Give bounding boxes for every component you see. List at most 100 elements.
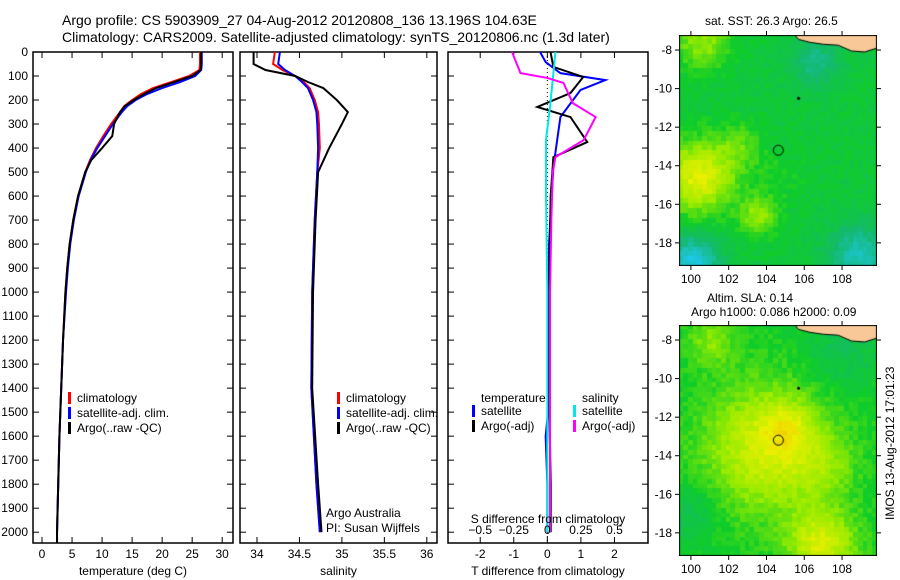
x-tick-label: -1 — [508, 547, 519, 561]
legend-label: satellite — [582, 404, 623, 418]
lat-tick-label: -18 — [655, 526, 673, 540]
series-temperature-satellite — [539, 52, 610, 533]
legend-label: Argo(-adj) — [481, 419, 534, 433]
y-tick-label: 100 — [8, 69, 28, 83]
s-tick-label: −0.25 — [499, 523, 530, 537]
y-tick-label: 800 — [8, 237, 28, 251]
lat-tick-label: -16 — [655, 197, 673, 211]
legend-label: satellite — [481, 404, 522, 418]
s-tick-label: 0 — [544, 523, 551, 537]
pi-annotation: PI: Susan Wijffels — [326, 521, 420, 535]
x-tick-label: 35.5 — [373, 547, 397, 561]
lat-tick-label: -12 — [655, 120, 673, 134]
legend-swatch — [68, 392, 71, 404]
x-tick-label: 15 — [125, 547, 139, 561]
x-tick-label: 30 — [216, 547, 230, 561]
y-tick-label: 1900 — [1, 501, 28, 515]
y-tick-label: 1800 — [1, 477, 28, 491]
lat-tick-label: -12 — [655, 410, 673, 424]
plot-frame — [239, 51, 438, 544]
series-climatology — [56, 52, 201, 543]
legend-swatch — [68, 422, 71, 434]
series-argo-raw-qc- — [56, 52, 203, 543]
lat-tick-label: -18 — [655, 236, 673, 250]
panel-temperature — [32, 51, 234, 544]
x-tick-label: 0 — [544, 547, 551, 561]
pi-annotation: Argo Australia — [326, 506, 401, 520]
y-tick-label: 900 — [8, 261, 28, 275]
plot-frame — [32, 51, 234, 544]
y-tick-label: 200 — [8, 93, 28, 107]
x-tick-label: 5 — [69, 547, 76, 561]
lon-tick-label: 102 — [719, 272, 739, 286]
series-salinity-satellite — [544, 52, 557, 533]
legend-title-temperature: temperature — [481, 391, 546, 405]
y-tick-label: 1100 — [2, 309, 28, 323]
s-tick-label: −0.5 — [468, 523, 492, 537]
legend-swatch — [68, 407, 71, 419]
series-satellite-adj-clim- — [56, 52, 203, 543]
s-tick-label: 0.5 — [606, 523, 623, 537]
legend-label: Argo(..raw -QC) — [346, 421, 431, 435]
sla-map-image — [679, 325, 877, 556]
y-tick-label: 500 — [8, 165, 28, 179]
y-tick-label: 1300 — [1, 357, 28, 371]
legend-title-salinity: salinity — [582, 391, 619, 405]
lat-tick-label: -16 — [655, 487, 673, 501]
x-axis-label: temperature (deg C) — [79, 564, 187, 578]
lon-tick-label: 108 — [832, 562, 852, 576]
lon-tick-label: 106 — [794, 272, 814, 286]
x-tick-label: 2 — [611, 547, 618, 561]
x-tick-label: 34 — [250, 547, 264, 561]
x-axis-label: T difference from climatology — [471, 564, 625, 578]
sla-map-title: Altim. SLA: 0.14 — [707, 291, 794, 305]
series-temperature-argo-adj- — [534, 52, 589, 533]
sla-map-subtitle: Argo h1000: 0.086 h2000: 0.09 — [691, 305, 857, 319]
s-tick-label: 0.25 — [569, 523, 593, 537]
lon-tick-label: 106 — [794, 562, 814, 576]
y-tick-label: 1600 — [1, 429, 28, 443]
lon-tick-label: 104 — [756, 272, 776, 286]
y-tick-label: 0 — [21, 45, 28, 59]
x-tick-label: 35 — [335, 547, 349, 561]
panel-difference — [447, 51, 649, 544]
sst-map-title: sat. SST: 26.3 Argo: 26.5 — [705, 14, 838, 28]
panel-salinity — [239, 51, 438, 544]
x-tick-label: 0 — [39, 547, 46, 561]
lon-tick-label: 104 — [756, 562, 776, 576]
legend-label: satellite-adj. clim. — [77, 406, 169, 420]
y-tick-label: 300 — [8, 117, 28, 131]
y-tick-label: 1700 — [1, 453, 28, 467]
lat-tick-label: -10 — [655, 372, 673, 386]
legend-label: climatology — [77, 391, 137, 405]
x-tick-label: 1 — [578, 547, 585, 561]
y-tick-label: 700 — [8, 213, 28, 227]
x-tick-label: 25 — [185, 547, 199, 561]
x-axis-label: salinity — [320, 564, 357, 578]
x-tick-label: 36 — [420, 547, 434, 561]
series-argo-raw-qc- — [252, 52, 350, 533]
x-tick-label: 20 — [155, 547, 169, 561]
sst-map-image — [679, 35, 877, 266]
y-tick-label: 400 — [8, 141, 28, 155]
lon-tick-label: 108 — [832, 272, 852, 286]
lat-tick-label: -14 — [655, 159, 673, 173]
legend-swatch — [573, 420, 576, 432]
legend-label: Argo(-adj) — [582, 419, 635, 433]
y-tick-label: 1400 — [1, 381, 28, 395]
legend-label: Argo(..raw -QC) — [77, 421, 162, 435]
x-tick-label: 10 — [95, 547, 109, 561]
y-tick-label: 1500 — [1, 405, 28, 419]
legend-swatch — [337, 407, 340, 419]
lon-tick-label: 102 — [719, 562, 739, 576]
x-tick-label: -2 — [475, 547, 486, 561]
lat-tick-label: -8 — [661, 43, 672, 57]
legend-label: climatology — [346, 391, 406, 405]
series-salinity-argo-adj- — [511, 52, 597, 533]
lon-tick-label: 100 — [681, 562, 701, 576]
y-tick-label: 2000 — [1, 525, 28, 539]
y-tick-label: 600 — [8, 189, 28, 203]
s-axis-label: S difference from climatology — [471, 512, 626, 526]
lat-tick-label: -8 — [661, 333, 672, 347]
plot-title: Argo profile: CS 5903909_27 04-Aug-2012 … — [62, 12, 537, 28]
